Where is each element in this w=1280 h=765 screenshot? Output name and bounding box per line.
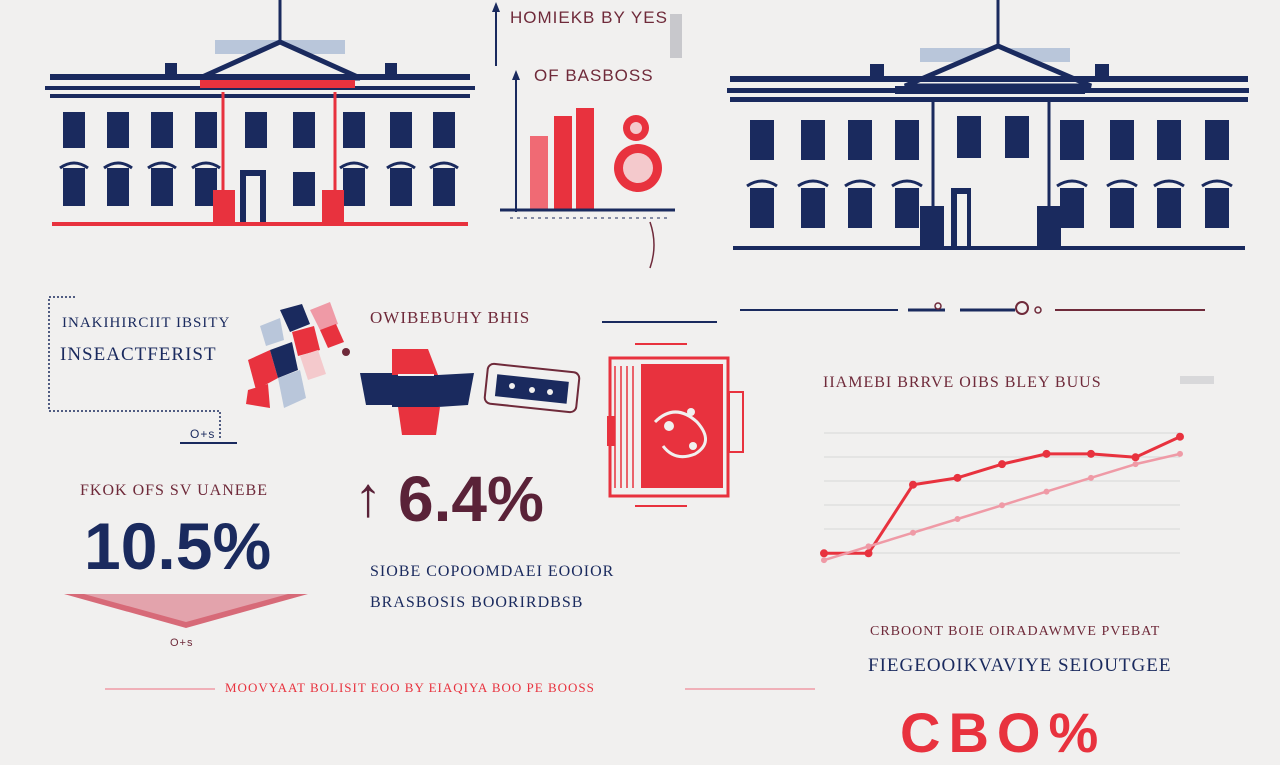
white-house-illustration-left [45, 0, 475, 226]
right-chart-heading: IIAMEBI BRRVE OIBS BLEY BUUS [823, 374, 1102, 391]
series-2-point [910, 529, 916, 536]
ballot-box-icon [360, 349, 474, 435]
left-stat-footnote: O+s [170, 637, 194, 649]
top-center-subtitle: OF BASBOSS [534, 66, 654, 85]
series-1-point [909, 480, 917, 489]
mini-bar-chart [492, 2, 682, 269]
right-caption1: CRBOONT BOIE OIRADAWMVE PVEBAT [870, 624, 1161, 639]
left-stat-label: FKOK OFS SV UANEBE [80, 482, 268, 499]
series-1-point [1042, 449, 1051, 458]
series-2-point [999, 502, 1005, 509]
series-2-point [1088, 474, 1094, 481]
series-2-point [1177, 450, 1183, 457]
mini-bar-2 [554, 116, 572, 210]
bottom-banner-text: MOOVYAAT BOLISIT EOO BY EIAQIYA BOO PE B… [225, 680, 595, 695]
series-2-point [865, 543, 872, 550]
geometric-cluster-icon [246, 302, 350, 408]
series-2-point [1043, 488, 1050, 495]
center-heading: OWIBEBUHY BHIS [370, 308, 531, 327]
mini-bar-1 [530, 136, 548, 210]
series-1-point [864, 549, 873, 558]
left-dashed-box [48, 296, 237, 444]
left-stat-value: 10.5% [84, 509, 272, 583]
right-partial-value: CBO% [900, 701, 1107, 764]
center-heading-rule [602, 321, 717, 323]
series-1-point [998, 460, 1006, 469]
series-2-point [954, 516, 961, 522]
mini-bar-3 [576, 108, 594, 210]
top-center-title: HOMIEKB BY YES [510, 8, 668, 27]
line-chart [820, 432, 1184, 564]
series-2-point [1132, 461, 1139, 468]
series-1-point [953, 473, 962, 482]
series-1-point [820, 549, 828, 558]
right-caption2: FIEGEOOIKVAVIYE SEIOUTGEE [868, 655, 1172, 676]
right-divider [740, 301, 1205, 315]
left-box-line1: INAKIHIRCIIT IBSITY [62, 315, 231, 331]
framed-card-icon [607, 343, 744, 507]
series-1-point [1087, 449, 1095, 458]
ticket-icon [483, 362, 581, 414]
white-house-illustration-right [727, 0, 1249, 250]
left-box-line2: INSEACTFERIST [60, 344, 217, 365]
left-box-footnote: O+s [190, 427, 216, 441]
down-triangle-icon [64, 594, 308, 628]
series-line-1 [824, 435, 1181, 555]
center-stat-value: 6.4% [398, 463, 544, 535]
series-2-point [821, 557, 827, 564]
series-1-point [1131, 453, 1140, 462]
right-heading-rule [1180, 376, 1214, 384]
series-1-point [1176, 432, 1184, 441]
center-desc-line1: SIOBE COPOOMDAEI EOOIOR [370, 563, 615, 580]
bottom-banner-rules [105, 688, 815, 690]
center-arrow-icon: ↑ [354, 465, 382, 528]
center-desc-line2: BRASBOSIS BOORIRDBSB [370, 594, 584, 611]
